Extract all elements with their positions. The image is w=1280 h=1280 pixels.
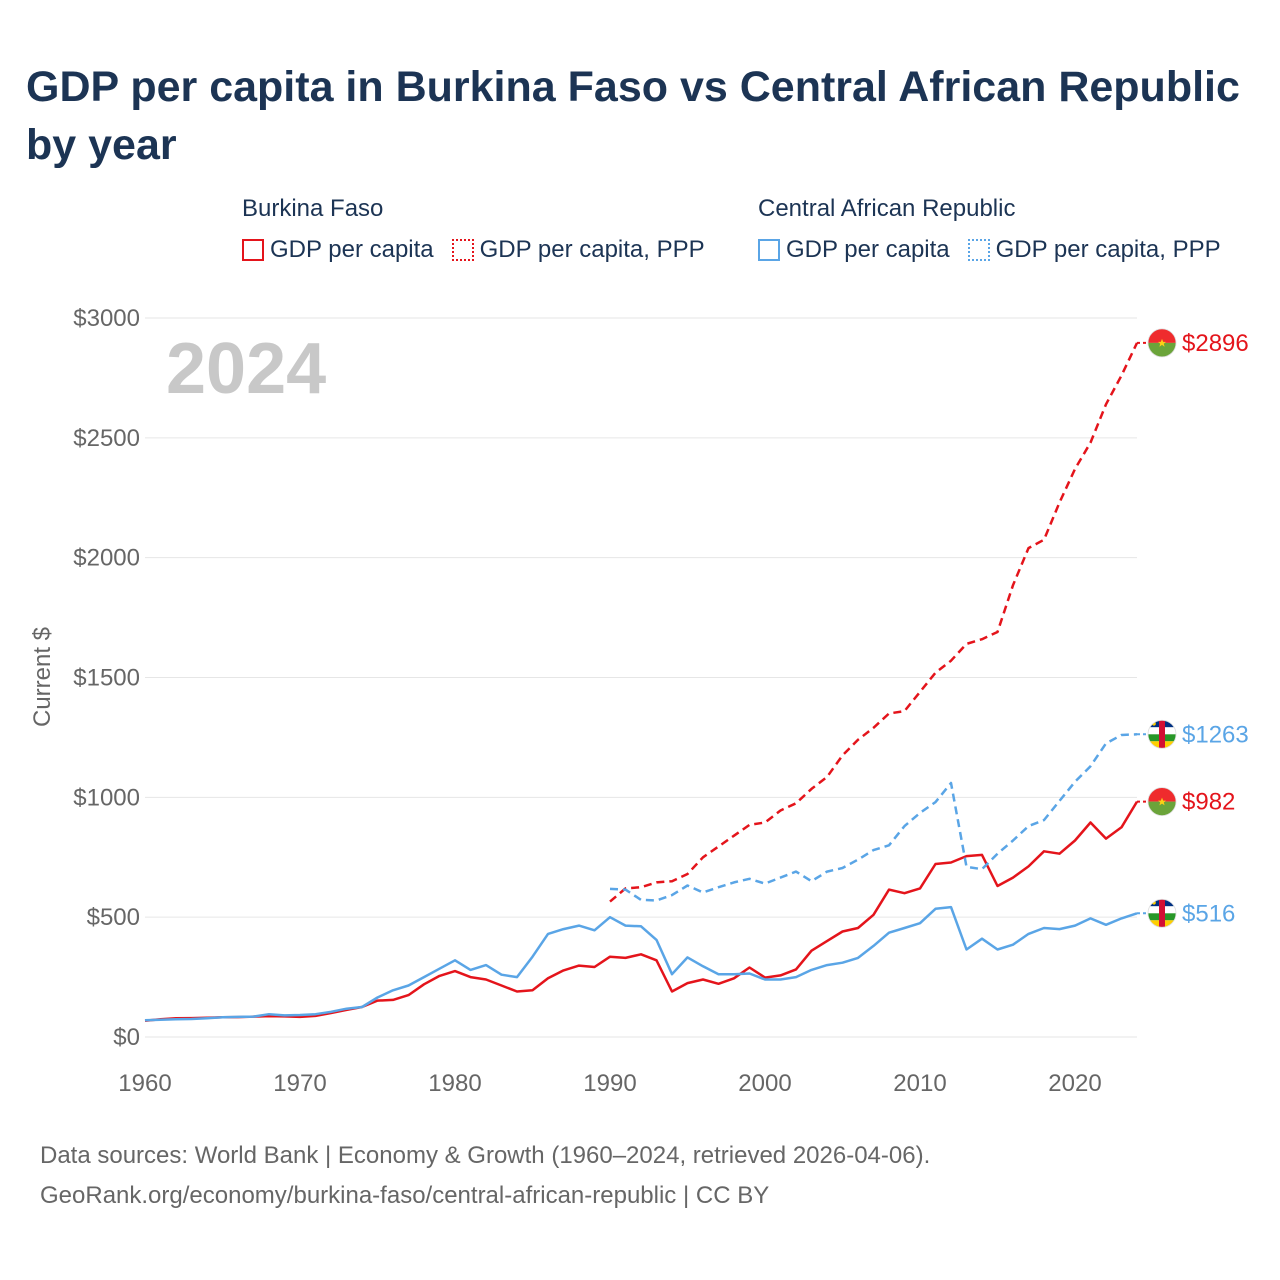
x-tick-label: 1960 xyxy=(118,1070,171,1097)
footer: Data sources: World Bank | Economy & Gro… xyxy=(40,1136,930,1216)
car-flag-icon xyxy=(1148,720,1176,749)
legend-burkina-faso: Burkina Faso GDP per capita GDP per capi… xyxy=(242,193,705,265)
y-axis-label: Current $ xyxy=(29,627,56,727)
x-tick-label: 2000 xyxy=(738,1070,791,1097)
legend-group-title: Burkina Faso xyxy=(242,195,384,222)
legend-central-african-republic: Central African Republic GDP per capita … xyxy=(758,193,1221,265)
end-markers: $982 $2896 $516 $1263 xyxy=(1137,328,1249,928)
y-axis-ticks: $0 $500 $1000 $1500 $2000 $2500 $3000 xyxy=(73,305,140,1051)
x-tick-label: 2020 xyxy=(1048,1070,1101,1097)
legend-swatch xyxy=(451,239,474,261)
series-line[interactable] xyxy=(609,342,1139,903)
source-url[interactable]: GeoRank.org/economy/burkina-faso/central… xyxy=(40,1182,770,1209)
legend-swatch xyxy=(967,239,990,261)
legend-item-bf-gdp-ppp[interactable]: GDP per capita, PPP xyxy=(451,235,705,265)
legend-item-bf-gdp[interactable]: GDP per capita xyxy=(242,235,434,265)
legend-item-car-gdp[interactable]: GDP per capita xyxy=(758,235,950,265)
x-tick-label: 1970 xyxy=(273,1070,326,1097)
grid-lines xyxy=(145,317,1137,1038)
y-tick-label: $500 xyxy=(87,904,140,931)
y-tick-label: $1500 xyxy=(73,665,140,692)
x-tick-label: 1990 xyxy=(583,1070,636,1097)
chart-title: GDP per capita in Burkina Faso vs Centra… xyxy=(26,63,1240,169)
series-line[interactable] xyxy=(144,905,1138,1022)
car-flag-icon xyxy=(1148,899,1176,928)
x-axis-ticks: 1960 1970 1980 1990 2000 2010 2020 xyxy=(118,1070,1101,1097)
legend-item-car-gdp-ppp[interactable]: GDP per capita, PPP xyxy=(967,235,1221,265)
y-tick-label: $2000 xyxy=(73,545,140,572)
country-flag-marker xyxy=(1137,719,1177,749)
burkina-faso-flag-icon xyxy=(1148,328,1176,357)
x-tick-label: 2010 xyxy=(893,1070,946,1097)
end-value-label: $982 xyxy=(1182,789,1235,816)
x-tick-label: 1980 xyxy=(428,1070,481,1097)
y-tick-label: $0 xyxy=(113,1024,140,1051)
end-value-label: $1263 xyxy=(1182,721,1249,748)
y-tick-label: $1000 xyxy=(73,784,140,811)
year-watermark: 2024 xyxy=(166,329,326,409)
country-flag-marker xyxy=(1137,787,1177,816)
y-tick-label: $3000 xyxy=(73,305,140,332)
legend-item-label: GDP per capita xyxy=(270,236,434,263)
legend-item-label: GDP per capita xyxy=(786,236,950,263)
series-line[interactable] xyxy=(609,733,1138,902)
legend-item-label: GDP per capita, PPP xyxy=(479,236,705,263)
series-lines xyxy=(144,342,1139,1022)
legend-swatch xyxy=(242,239,264,261)
end-value-label: $2896 xyxy=(1182,330,1249,357)
y-tick-label: $2500 xyxy=(73,425,140,452)
data-source-note: Data sources: World Bank | Economy & Gro… xyxy=(40,1142,931,1169)
legend-swatch xyxy=(758,239,780,261)
burkina-faso-flag-icon xyxy=(1148,787,1176,816)
legend-group-title: Central African Republic xyxy=(758,195,1016,222)
series-line[interactable] xyxy=(144,800,1139,1022)
end-value-label: $516 xyxy=(1182,900,1235,927)
legend-item-label: GDP per capita, PPP xyxy=(995,236,1221,263)
country-flag-marker xyxy=(1137,328,1177,358)
country-flag-marker xyxy=(1137,898,1177,928)
